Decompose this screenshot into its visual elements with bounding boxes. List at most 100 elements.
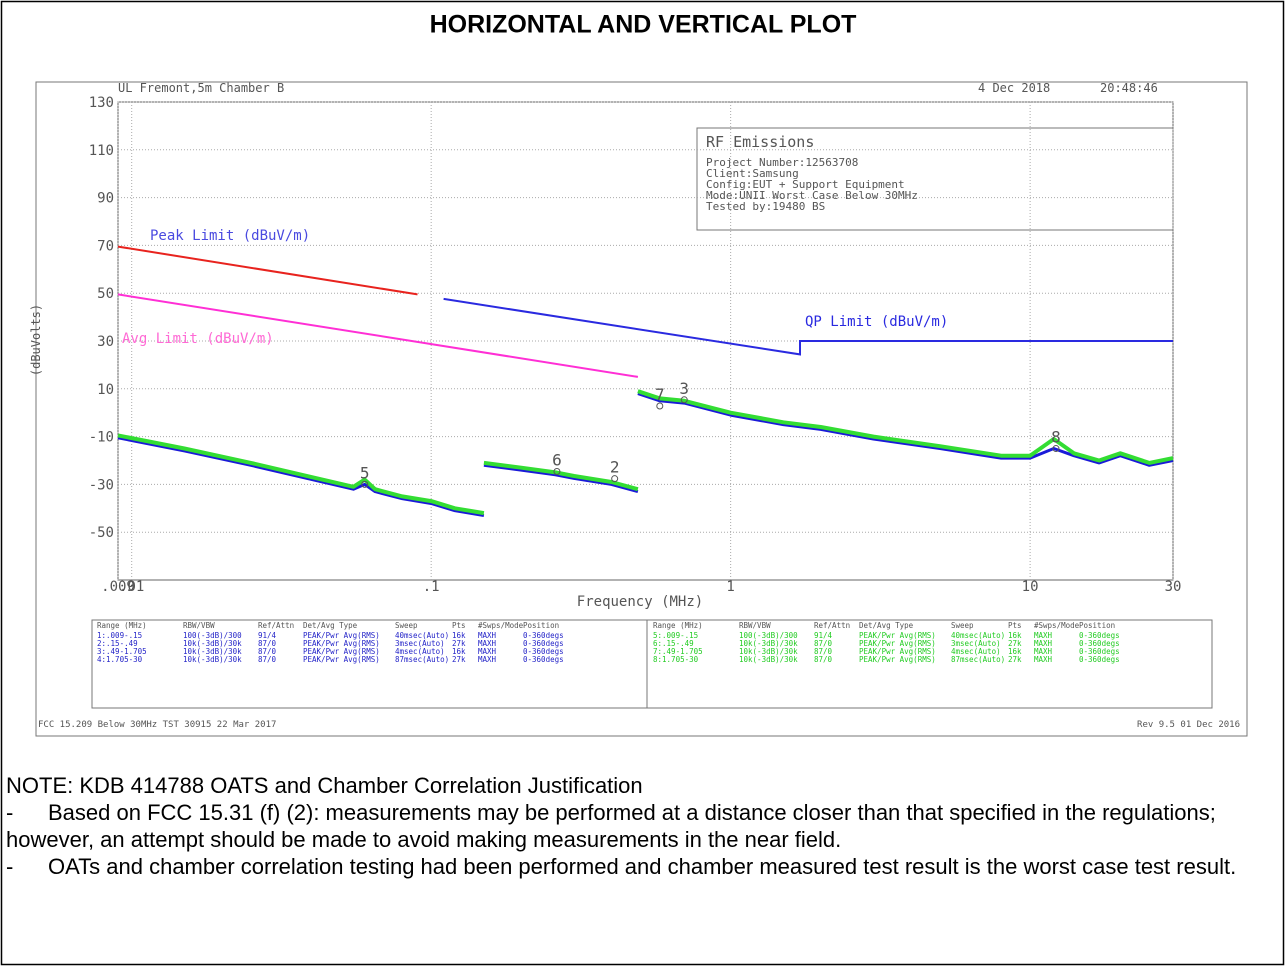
x-tick-label: .1 — [423, 579, 440, 595]
table-cell: PEAK/Pwr Avg(RMS) — [303, 655, 380, 664]
marker-label: 7 — [655, 385, 665, 404]
note-text: Based on FCC 15.31 (f) (2): measurements… — [6, 800, 1216, 852]
limit-line — [117, 245, 418, 296]
marker-label: 3 — [679, 379, 689, 398]
table-cell: 87/0 — [814, 655, 833, 664]
note-text: OATs and chamber correlation testing had… — [48, 854, 1237, 879]
table-header: Ref/Attn — [814, 621, 850, 630]
info-heading: RF Emissions — [706, 133, 814, 151]
site: UL Fremont,5m Chamber B — [118, 81, 284, 95]
table-cell: 87/0 — [814, 639, 833, 648]
info-line: Mode:UNII Worst Case Below 30MHz — [706, 189, 918, 202]
table-cell: MAXH — [478, 631, 497, 640]
table-header: RBW/VBW — [739, 621, 771, 630]
table-cell: MAXH — [1034, 655, 1053, 664]
table-cell: 8:1.705-30 — [653, 655, 699, 664]
marker — [553, 467, 561, 475]
limit-line — [443, 297, 1173, 356]
table-cell: 40msec(Auto) — [951, 631, 1005, 640]
marker — [1052, 445, 1060, 453]
date: 4 Dec 2018 — [978, 81, 1050, 95]
trace — [117, 389, 1174, 516]
y-tick-label: 110 — [89, 143, 114, 159]
table-cell: 87msec(Auto) — [395, 655, 449, 664]
x-tick-label: 1 — [726, 579, 734, 595]
table-cell: PEAK/Pwr Avg(RMS) — [859, 647, 936, 656]
info-line: Client:Samsung — [706, 167, 799, 180]
table-cell: 0-360degs — [1079, 655, 1120, 664]
table-header: Sweep — [951, 621, 974, 630]
table-cell: 1:.009-.15 — [97, 631, 142, 640]
table-cell: MAXH — [1034, 639, 1053, 648]
marker — [680, 396, 688, 404]
note-item: - OATs and chamber correlation testing ha… — [6, 853, 1278, 880]
table-cell: 16k — [452, 647, 466, 656]
table-cell: PEAK/Pwr Avg(RMS) — [303, 631, 380, 640]
table-cell: 91/4 — [258, 631, 277, 640]
limit-line — [117, 293, 639, 378]
x-tick-label: .009 — [101, 579, 135, 595]
table-cell: 27k — [1008, 655, 1022, 664]
table-cell: 4msec(Auto) — [395, 647, 445, 656]
table-header: Position — [1079, 621, 1115, 630]
marker-label: 8 — [1051, 428, 1061, 447]
table-cell: PEAK/Pwr Avg(RMS) — [859, 655, 936, 664]
y-tick-label: 90 — [97, 191, 114, 207]
table-cell: 27k — [1008, 639, 1022, 648]
table-cell: MAXH — [478, 655, 497, 664]
footer-left: FCC 15.209 Below 30MHz TST 30915 22 Mar … — [38, 720, 276, 730]
note: NOTE: KDB 414788 OATS and Chamber Correl… — [6, 772, 1278, 880]
info-box — [696, 127, 1174, 231]
page-title: HORIZONTAL AND VERTICAL PLOT — [430, 11, 857, 39]
table-header: Det/Avg Type — [303, 621, 358, 630]
table-cell: 0-360degs — [1079, 647, 1120, 656]
limit-label: Avg Limit (dBuV/m) — [122, 331, 274, 347]
table-cell: 6:.15-.49 — [653, 639, 694, 648]
table-header: Range (MHz) — [97, 621, 147, 630]
table-cell: 0-360degs — [1079, 639, 1120, 648]
table-cell: 87/0 — [258, 647, 277, 656]
table-cell: 0-360degs — [1079, 631, 1120, 640]
table-cell: MAXH — [1034, 647, 1053, 656]
table-cell: PEAK/Pwr Avg(RMS) — [303, 647, 380, 656]
trace — [117, 392, 1174, 517]
y-tick-label: 10 — [97, 382, 114, 398]
bullet: - — [6, 854, 14, 879]
table-header: #Swps/Mode — [1034, 621, 1080, 630]
table-cell: 87/0 — [258, 639, 277, 648]
table-header: Range (MHz) — [653, 621, 703, 630]
table-cell: 40msec(Auto) — [395, 631, 449, 640]
table-cell: 3msec(Auto) — [395, 639, 445, 648]
table-cell: 16k — [1008, 631, 1022, 640]
table-cell: 10k(-3dB)/30k — [183, 639, 242, 648]
table-cell: 16k — [1008, 647, 1022, 656]
y-tick-label: 130 — [89, 95, 114, 111]
table-cell: 10k(-3dB)/30k — [183, 647, 242, 656]
bullet: - — [6, 800, 14, 825]
table-cell: 0-360degs — [523, 655, 564, 664]
table-header: Sweep — [395, 621, 418, 630]
settings-table-box — [91, 619, 1213, 709]
table-cell: MAXH — [478, 647, 497, 656]
table-header: Pts — [1008, 621, 1022, 630]
table-cell: 91/4 — [814, 631, 833, 640]
table-cell: 100(-3dB)/300 — [739, 631, 798, 640]
table-header: Det/Avg Type — [859, 621, 914, 630]
marker-label: 6 — [552, 450, 562, 469]
table-cell: 27k — [452, 655, 466, 664]
table-header: #Swps/Mode — [478, 621, 524, 630]
y-tick-label: 50 — [97, 286, 114, 302]
x-tick-label: 30 — [1165, 579, 1182, 595]
table-cell: 87/0 — [258, 655, 277, 664]
x-tick-label: .01 — [119, 579, 144, 595]
y-tick-label: -30 — [89, 477, 114, 493]
table-cell: PEAK/Pwr Avg(RMS) — [859, 631, 936, 640]
marker-label: 5 — [360, 463, 370, 482]
note-title: NOTE: KDB 414788 OATS and Chamber Correl… — [6, 773, 643, 798]
table-cell: 4msec(Auto) — [951, 647, 1001, 656]
table-cell: 10k(-3dB)/30k — [183, 655, 242, 664]
limit-label: QP Limit (dBuV/m) — [805, 314, 948, 330]
info-line: Tested by:19480 BS — [706, 200, 825, 213]
table-cell: 0-360degs — [523, 639, 564, 648]
